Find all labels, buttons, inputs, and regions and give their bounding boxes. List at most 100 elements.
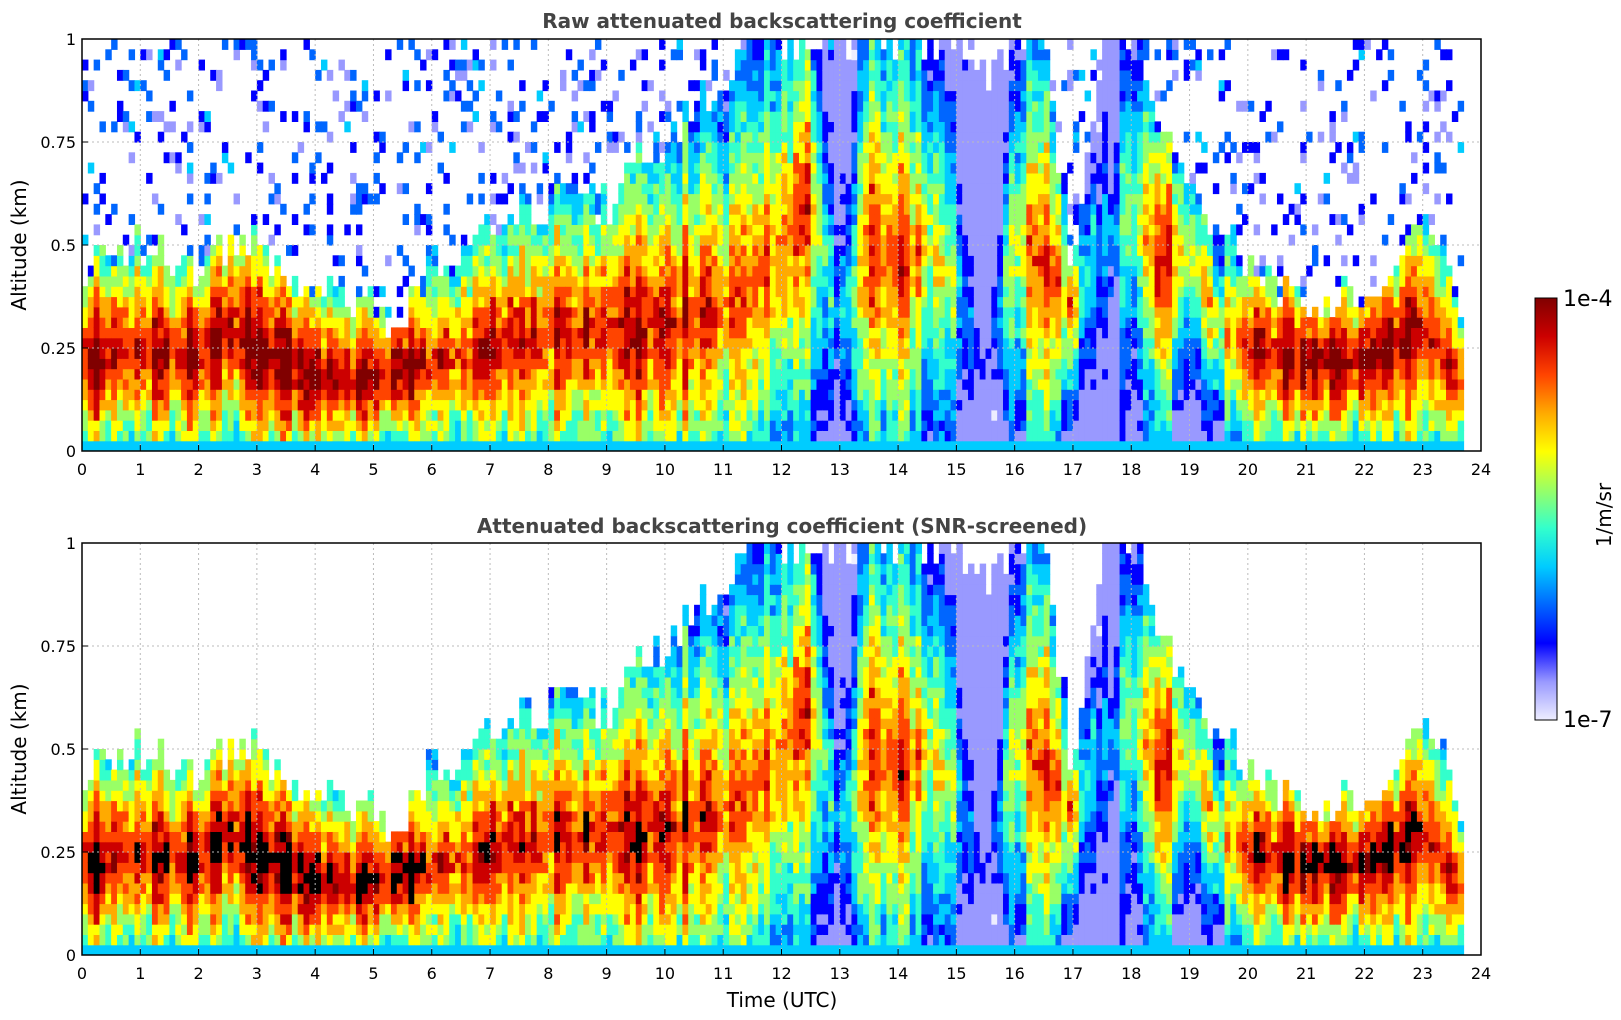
heatmap-cell	[542, 265, 549, 277]
heatmap-cell	[734, 275, 742, 287]
heatmap-cell	[863, 399, 870, 411]
heatmap-cell	[1014, 420, 1022, 431]
heatmap-cell	[309, 172, 316, 184]
heatmap-cell	[641, 440, 649, 451]
heatmap-cell	[227, 265, 235, 277]
heatmap-cell	[1037, 389, 1045, 401]
heatmap-cell	[245, 409, 252, 421]
heatmap-cell	[723, 327, 730, 339]
heatmap-cell	[915, 368, 922, 380]
heatmap-cell	[880, 306, 888, 318]
heatmap-cell	[1026, 306, 1033, 318]
heatmap-cell	[594, 420, 602, 431]
heatmap-cell	[822, 224, 829, 236]
heatmap-cell	[647, 317, 654, 328]
heatmap-cell	[682, 306, 689, 318]
heatmap-cell	[262, 245, 270, 256]
heatmap-cell	[216, 69, 223, 81]
heatmap-cell	[752, 389, 759, 401]
heatmap-cell	[245, 368, 252, 380]
heatmap-cell	[956, 409, 963, 421]
heatmap-cell	[122, 111, 130, 122]
heatmap-cell	[594, 358, 602, 370]
heatmap-cell	[443, 203, 450, 215]
heatmap-cell	[828, 203, 835, 215]
heatmap-cell	[804, 296, 812, 308]
heatmap-cell	[443, 430, 450, 442]
heatmap-cell	[810, 59, 818, 71]
heatmap-cell	[548, 430, 555, 442]
heatmap-cell	[309, 162, 316, 174]
heatmap-cell	[833, 39, 841, 50]
heatmap-cell	[886, 286, 893, 298]
heatmap-cell	[525, 368, 532, 380]
heatmap-cell	[915, 224, 922, 236]
heatmap-cell	[845, 348, 853, 359]
heatmap-cell	[723, 430, 730, 442]
heatmap-cell	[379, 409, 386, 421]
heatmap-cell	[933, 399, 940, 411]
heatmap-cell	[868, 100, 876, 112]
heatmap-cell	[641, 100, 649, 112]
heatmap-cell	[542, 409, 549, 421]
heatmap-cell	[192, 378, 200, 390]
heatmap-cell	[775, 131, 783, 143]
heatmap-cell	[798, 409, 806, 421]
heatmap-cell	[606, 275, 614, 287]
heatmap-cell	[769, 224, 777, 236]
heatmap-cell	[950, 111, 957, 122]
heatmap-cell	[437, 399, 445, 411]
heatmap-cell	[938, 90, 946, 102]
heatmap-cell	[146, 399, 153, 411]
heatmap-cell	[787, 265, 794, 277]
heatmap-cell	[239, 306, 246, 318]
heatmap-cell	[1020, 100, 1027, 112]
heatmap-cell	[775, 234, 783, 246]
heatmap-cell	[705, 162, 713, 174]
heatmap-cell	[822, 440, 829, 451]
heatmap-cell	[729, 440, 736, 451]
heatmap-cell	[729, 399, 736, 411]
heatmap-cell	[425, 409, 433, 421]
heatmap-cell	[425, 224, 433, 236]
heatmap-cell	[839, 131, 847, 143]
heatmap-cell	[600, 59, 608, 71]
heatmap-cell	[157, 265, 165, 277]
heatmap-cell	[769, 245, 777, 256]
heatmap-cell	[816, 131, 823, 143]
heatmap-cell	[1008, 275, 1016, 287]
heatmap-cell	[863, 378, 870, 390]
heatmap-cell	[752, 399, 759, 411]
heatmap-cell	[198, 389, 206, 401]
heatmap-cell	[612, 368, 619, 380]
heatmap-cell	[536, 183, 544, 195]
heatmap-cell	[635, 111, 643, 122]
heatmap-cell	[157, 317, 165, 328]
heatmap-cell	[664, 203, 672, 215]
heatmap-cell	[973, 255, 981, 267]
heatmap-cell	[1003, 409, 1010, 421]
heatmap-cell	[956, 389, 963, 401]
heatmap-cell	[659, 358, 666, 370]
heatmap-cell	[186, 358, 194, 370]
heatmap-cell	[892, 378, 899, 390]
heatmap-cell	[898, 378, 905, 390]
heatmap-cell	[828, 69, 835, 81]
heatmap-cell	[1026, 39, 1033, 50]
heatmap-cell	[233, 337, 240, 349]
heatmap-cell	[1014, 224, 1022, 236]
heatmap-cell	[997, 49, 1004, 61]
heatmap-cell	[530, 358, 538, 370]
heatmap-cell	[711, 337, 718, 349]
heatmap-cell	[699, 286, 707, 298]
heatmap-cell	[501, 39, 509, 50]
heatmap-cell	[734, 327, 742, 339]
heatmap-cell	[1043, 203, 1051, 215]
heatmap-cell	[530, 440, 538, 451]
heatmap-cell	[128, 306, 136, 318]
heatmap-cell	[857, 368, 864, 380]
heatmap-cell	[1026, 183, 1033, 195]
heatmap-cell	[921, 193, 928, 205]
heatmap-cell	[1003, 286, 1010, 298]
heatmap-cell	[863, 214, 870, 225]
